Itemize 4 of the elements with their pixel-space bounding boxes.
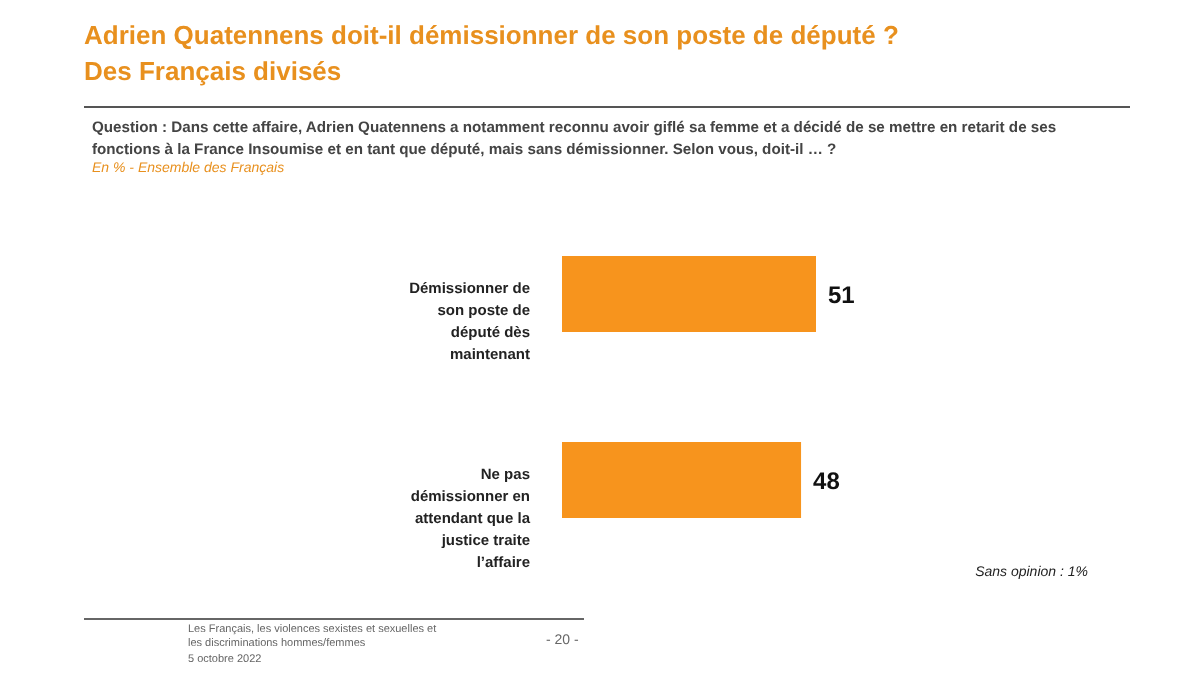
data-label: 51 [828, 280, 856, 309]
text: Des Français divisés [84, 54, 344, 90]
chart-title: Adrien Quatennens doit-il démissionner de son poste de député ? [84, 18, 899, 54]
data-label: 48 [813, 466, 841, 495]
